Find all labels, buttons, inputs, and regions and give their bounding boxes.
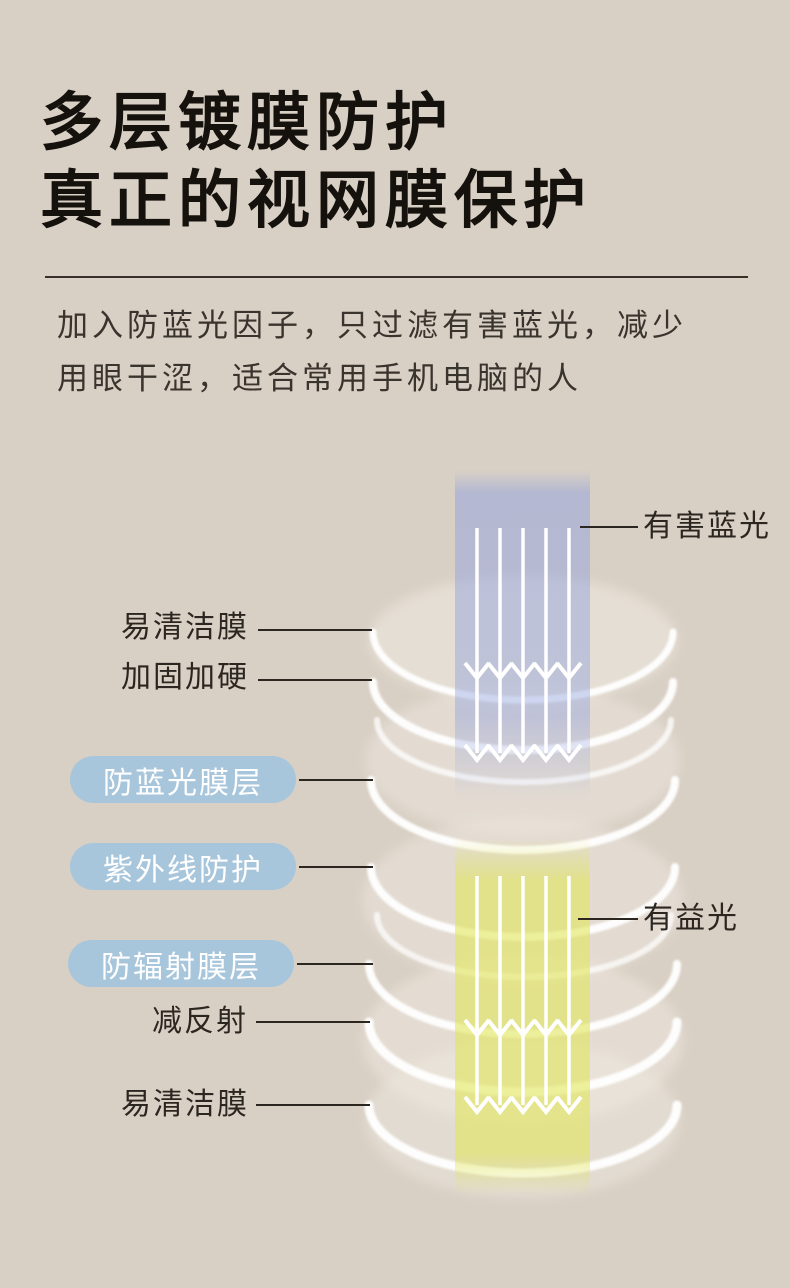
layer-label-hardening: 加固加硬 — [121, 661, 249, 694]
layer-label-easy-clean-bottom: 易清洁膜 — [121, 1088, 249, 1121]
title-divider — [45, 276, 748, 278]
layer-label-anti-reflection: 减反射 — [152, 1005, 248, 1038]
page-title-line2: 真正的视网膜保护 — [40, 166, 592, 236]
layer-label-easy-clean-top: 易清洁膜 — [121, 611, 249, 644]
layer-pill-anti-radiation: 防辐射膜层 — [68, 940, 294, 987]
page-title-line1: 多层镀膜防护 — [40, 88, 454, 158]
page-description-line1: 加入防蓝光因子，只过滤有害蓝光，减少 — [57, 308, 687, 343]
page-description-line2: 用眼干涩，适合常用手机电脑的人 — [57, 361, 582, 396]
harmful-light-label: 有害蓝光 — [643, 510, 771, 543]
beneficial-light-label: 有益光 — [643, 902, 739, 935]
layer-pill-uv-protection: 紫外线防护 — [70, 843, 296, 890]
beneficial-light-rays — [463, 876, 583, 1116]
leader-lines — [256, 526, 638, 1106]
layer-pill-anti-blue-light: 防蓝光膜层 — [70, 756, 296, 803]
page-description: 加入防蓝光因子，只过滤有害蓝光，减少 用眼干涩，适合常用手机电脑的人 — [57, 299, 687, 405]
page-title: 多层镀膜防护 真正的视网膜保护 — [40, 84, 592, 240]
harmful-light-rays — [463, 528, 583, 764]
